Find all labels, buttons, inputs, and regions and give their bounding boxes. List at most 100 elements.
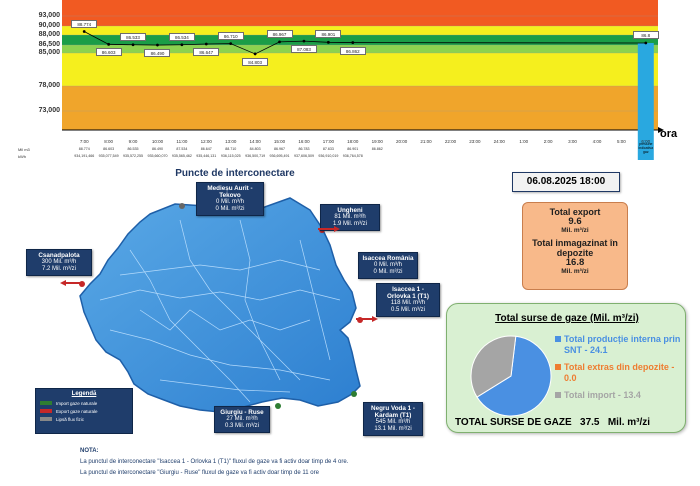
note-line-1: La punctul de interconectare "Isaccea 1 … <box>80 459 349 465</box>
x-tick-label: 24:00 <box>493 139 505 144</box>
sources-total: TOTAL SURSE DE GAZE 37.5 Mil. m³/zi <box>455 417 683 428</box>
x-tick-label: 19:00 <box>371 139 383 144</box>
point-isaccea-orlovka[interactable]: Isaccea 1 - Orlovka 1 (T1) 118 Mil. m³/h… <box>376 283 440 317</box>
row-value-kwh: 936,695,491 <box>269 154 290 158</box>
flow-arrow-ungheni <box>318 226 340 232</box>
point-daily: 0 Mil. m³/zi <box>215 206 245 212</box>
indicative-bar <box>637 43 654 160</box>
row-label: Mil m3 <box>18 147 30 152</box>
pressure-point-label: 84.803 <box>242 57 269 66</box>
row-value-kwh: 937,606,509 <box>293 154 314 158</box>
pressure-point-label: 86.490 <box>144 49 171 58</box>
pressure-point-label: 86.8 <box>632 31 659 39</box>
row-value-m3: 86.901 <box>347 147 359 151</box>
x-tick-label: 12:00 <box>200 139 212 144</box>
x-axis-arrow <box>658 127 664 133</box>
pie-slice-2 <box>470 335 517 398</box>
band-4 <box>62 53 658 86</box>
indicative-bar-label: presiune indicativa gaz <box>638 142 654 154</box>
pressure-point <box>253 52 257 56</box>
y-tick-label: 90,000 <box>38 22 60 29</box>
pressure-point-label: 87.083 <box>290 45 317 54</box>
pressure-point <box>351 41 355 44</box>
row-value-kwh: 935,446,131 <box>196 154 217 158</box>
total-value: 37.5 <box>580 417 600 428</box>
pie-slice-0 <box>476 335 552 417</box>
x-tick-label: 16:00 <box>298 139 310 144</box>
x-tick-label: 13:00 <box>225 139 237 144</box>
pressure-point <box>229 42 233 45</box>
map-title: Puncte de interconectare <box>175 168 295 179</box>
pressure-point <box>326 40 330 44</box>
row-value-kwh: 935,565,462 <box>171 154 192 158</box>
storage-title: Total inmagazinat în depozite <box>532 238 618 258</box>
pressure-point-label: 86.967 <box>266 29 293 38</box>
legend-title: Legendă <box>71 391 97 397</box>
pressure-point-label: 88.774 <box>71 19 98 28</box>
sources-pie-chart <box>470 335 552 417</box>
x-tick-label: 15:00 <box>273 139 286 144</box>
x-tick-label: 6:00 <box>641 139 651 144</box>
x-axis-label: ora <box>660 128 678 140</box>
x-tick-label: 11:00 <box>176 139 188 144</box>
pressure-point <box>82 30 86 33</box>
point-daily: 1.9 Mil. m³/zi <box>332 221 367 227</box>
map-legend: Legendă Import gaze naturale Export gaze… <box>35 388 133 434</box>
pressure-point <box>302 39 306 43</box>
point-medieu-aurit[interactable]: Medieșu Aurit - Tekovo 0 Mil. m³/h 0 Mil… <box>196 182 264 216</box>
export-value: 9.6 <box>568 216 582 227</box>
row-value-m3: 88.774 <box>78 147 90 151</box>
date-time-box: 06.08.2025 18:00 <box>512 172 620 192</box>
x-tick-label: 9:00 <box>128 139 138 144</box>
marker-giurgiu <box>275 403 281 409</box>
legend-item-import: Import gaze naturale <box>40 399 128 407</box>
point-name: Medieșu Aurit - Tekovo <box>207 185 253 199</box>
x-tick-label: 8:00 <box>104 139 113 144</box>
row-value-kwh: 935,077,549 <box>98 154 119 158</box>
pressure-point <box>131 43 135 47</box>
pressure-point <box>644 41 648 45</box>
storage-unit: Mil. m³/zi <box>561 268 589 275</box>
pressure-point-label: 86.534 <box>168 32 195 41</box>
row-value-m3: 86.862 <box>371 147 383 151</box>
row-value-m3: 86.603 <box>103 147 115 151</box>
band-1 <box>62 26 658 35</box>
row-value-m3: 86.535 <box>127 147 139 151</box>
point-csanadpalota[interactable]: Csanadpalota 300 Mil. m³/h 7.2 Mil. m³/z… <box>26 249 92 276</box>
x-tick-label: 10:00 <box>151 139 164 144</box>
row-value-kwh: 936,500,719 <box>245 154 266 158</box>
x-tick-label: 7:00 <box>79 139 89 144</box>
band-0 <box>62 0 658 26</box>
row-value-m3: 88.710 <box>225 147 237 151</box>
point-isaccea-romania[interactable]: Isaccea România 0 Mil. m³/h 0 Mil. m³/zi <box>358 252 418 279</box>
pressure-point-label: 86.533 <box>120 32 147 41</box>
point-hourly: 0 Mil. m³/h <box>215 199 244 205</box>
x-tick-label: 22:00 <box>444 139 457 144</box>
pressure-point <box>278 40 281 44</box>
pressure-point-label: 86.901 <box>315 30 342 39</box>
total-label: TOTAL SURSE DE GAZE <box>455 417 572 428</box>
band-2 <box>62 35 658 45</box>
export-storage-box: Total export 9.6 Mil. m³/zi Total inmaga… <box>522 202 628 290</box>
point-name: Isaccea 1 - Orlovka 1 (T1) <box>387 286 429 300</box>
row-value-m3: 87.534 <box>176 147 188 151</box>
point-hourly: 0 Mil. m³/h <box>373 262 402 268</box>
point-giurgiu-ruse[interactable]: Giurgiu - Ruse 27 Mil. m³/h 0.3 Mil. m³/… <box>214 406 270 433</box>
row-value-m3: 86.967 <box>274 147 286 151</box>
point-ungheni[interactable]: Ungheni 81 Mil. m³/h 1.9 Mil. m³/zi <box>320 204 380 231</box>
x-tick-label: 21:00 <box>420 139 432 144</box>
row-value-kwh: 936,764,578 <box>342 154 363 158</box>
point-hourly: 81 Mil. m³/h <box>334 214 366 220</box>
export-title: Total export <box>549 207 601 217</box>
point-negru-voda[interactable]: Negru Voda 1 - Kardam (T1) 545 Mil. m³/h… <box>363 402 423 436</box>
pressure-point <box>180 43 184 47</box>
x-tick-label: 3:00 <box>568 139 577 144</box>
x-tick-label: 2:00 <box>543 139 553 144</box>
y-tick-label: 78,000 <box>38 82 60 89</box>
pressure-point <box>204 42 208 46</box>
row-label: kWh <box>18 154 26 159</box>
flow-arrow-isaccea <box>356 316 378 322</box>
row-value-m3: 86.647 <box>200 147 212 151</box>
marker-negruvoda <box>351 391 357 397</box>
y-tick-label: 88,000 <box>38 31 60 38</box>
